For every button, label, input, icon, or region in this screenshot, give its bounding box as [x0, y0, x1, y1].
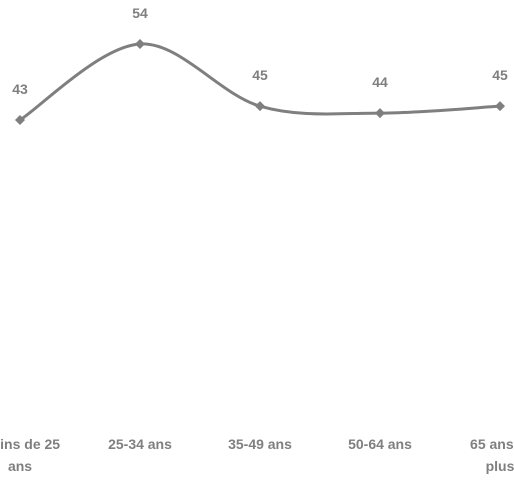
x-tick-label-2: 35-49 ans: [228, 436, 292, 452]
x-tick-label-line: 65 ans et: [470, 436, 514, 452]
x-tick-label-line: 50-64 ans: [348, 436, 412, 452]
data-point-1: [135, 39, 145, 49]
data-label-0: 43: [12, 81, 28, 97]
x-tick-label-0: Moins de 25 ans: [0, 436, 60, 474]
data-point-4: [495, 101, 505, 112]
data-point-0: [15, 115, 25, 125]
x-tick-label-line: plus: [486, 458, 514, 474]
data-label-1: 54: [132, 5, 148, 21]
x-tick-label-line: ans: [8, 458, 32, 474]
data-label-3: 44: [372, 74, 388, 90]
data-point-3: [375, 108, 385, 119]
data-point-2: [255, 101, 265, 112]
series-line: [18, 42, 502, 122]
x-tick-label-1: 25-34 ans: [108, 436, 172, 452]
x-tick-label-line: Moins de 25: [0, 436, 60, 452]
x-tick-label-line: 35-49 ans: [228, 436, 292, 452]
x-tick-label-line: 25-34 ans: [108, 436, 172, 452]
data-label-4: 45: [492, 67, 508, 83]
x-tick-label-3: 50-64 ans: [348, 436, 412, 452]
data-label-2: 45: [252, 67, 268, 83]
x-tick-label-4: 65 ans et plus: [470, 436, 514, 474]
